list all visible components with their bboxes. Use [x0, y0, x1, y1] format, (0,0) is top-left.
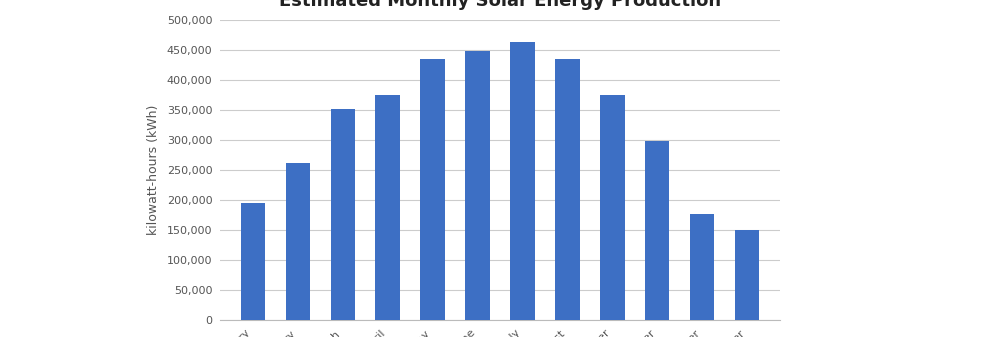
- Bar: [465, 51, 490, 320]
- Bar: [555, 59, 580, 320]
- Bar: [420, 59, 445, 320]
- Bar: [286, 163, 310, 320]
- Bar: [735, 229, 759, 320]
- Bar: [600, 95, 625, 320]
- Bar: [331, 109, 355, 320]
- Bar: [645, 142, 669, 320]
- Bar: [510, 42, 535, 320]
- Bar: [241, 203, 265, 320]
- Title: Estimated Monthly Solar Energy Production: Estimated Monthly Solar Energy Productio…: [279, 0, 721, 10]
- Y-axis label: kilowatt-hours (kWh): kilowatt-hours (kWh): [147, 105, 160, 235]
- Bar: [375, 95, 400, 320]
- Bar: [690, 214, 714, 320]
